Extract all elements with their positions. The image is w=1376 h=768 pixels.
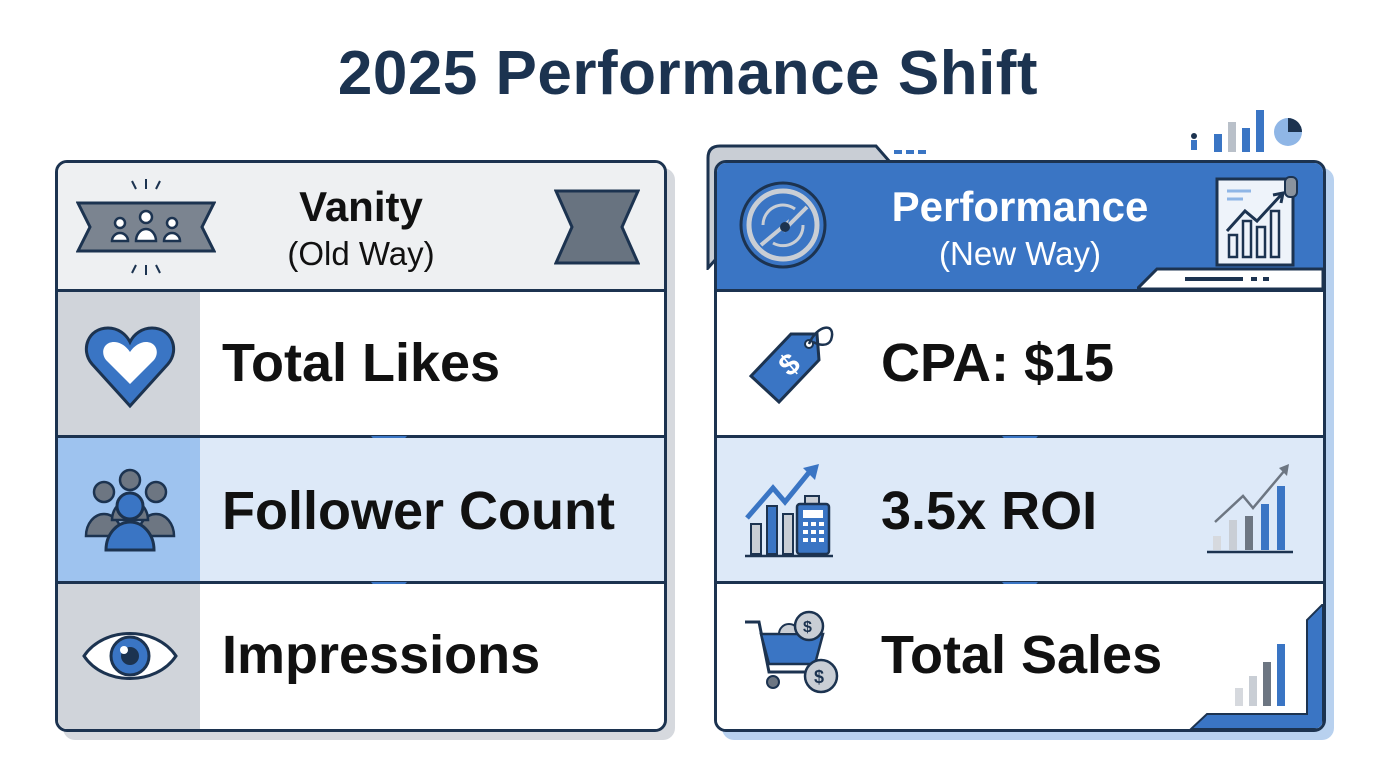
cpa-label: CPA: $15 xyxy=(881,333,1115,393)
speedometer-icon xyxy=(739,181,827,269)
list-item: 3.5x ROI xyxy=(717,438,1323,581)
growth-chart-calculator-icon xyxy=(745,464,833,558)
performance-panel: Performance (New Way) $ CPA: xyxy=(714,160,1326,732)
total-likes-label: Total Likes xyxy=(222,333,501,393)
list-item: $ CPA: $15 xyxy=(717,292,1323,435)
eye-icon xyxy=(82,632,178,680)
corner-accent-decoration-icon xyxy=(1189,604,1323,729)
performance-heading: Performance xyxy=(891,183,1149,230)
audience-banner-icon xyxy=(76,179,216,275)
total-sales-label: Total Sales xyxy=(881,625,1163,685)
vanity-panel: Vanity (Old Way) Total Likes Follower xyxy=(55,160,667,732)
header-notch-decoration-icon xyxy=(1137,267,1323,289)
list-item: Follower Count xyxy=(58,438,664,581)
heart-icon xyxy=(85,326,175,409)
list-item: $ $ Total Sales xyxy=(717,584,1323,729)
vanity-subheading: (Old Way) xyxy=(287,235,435,272)
vanity-header: Vanity (Old Way) xyxy=(58,163,664,292)
list-item: Impressions xyxy=(58,584,664,729)
page-title: 2025 Performance Shift xyxy=(337,39,1039,108)
price-tag-icon: $ xyxy=(748,326,834,405)
rising-bars-icon xyxy=(1235,644,1285,706)
roi-label: 3.5x ROI xyxy=(881,481,1098,541)
performance-header: Performance (New Way) xyxy=(717,163,1323,292)
list-item: Total Likes xyxy=(58,292,664,435)
mini-chart-decoration-icon xyxy=(1191,110,1302,152)
vanity-heading: Vanity xyxy=(299,183,423,230)
trend-bar-chart-icon xyxy=(1207,464,1293,554)
performance-subheading: (New Way) xyxy=(939,235,1101,272)
impressions-label: Impressions xyxy=(222,625,541,685)
svg-text:$: $ xyxy=(803,619,812,636)
people-icon xyxy=(84,468,176,552)
follower-count-label: Follower Count xyxy=(222,481,615,541)
report-chart-icon xyxy=(1213,176,1299,271)
shopping-cart-icon: $ $ xyxy=(745,610,839,694)
svg-text:$: $ xyxy=(814,667,824,687)
hourglass-banner-icon xyxy=(554,189,640,265)
